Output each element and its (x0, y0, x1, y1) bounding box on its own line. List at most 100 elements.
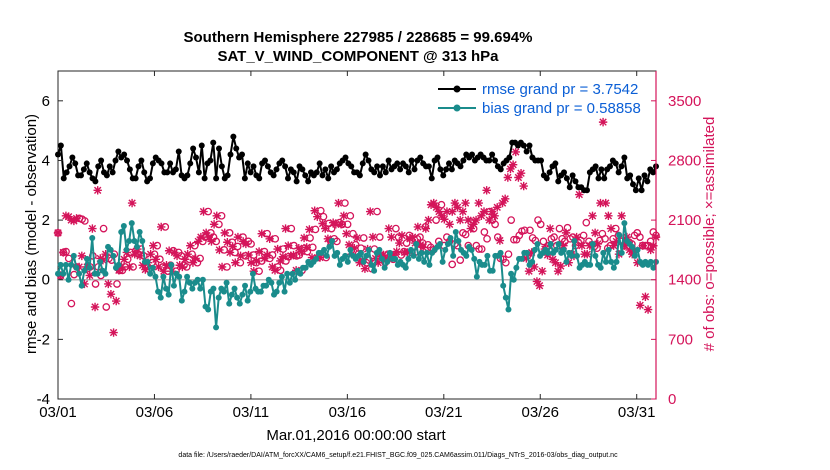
legend-bias-label: bias grand pr = 0.58858 (482, 100, 641, 117)
rmse-point (443, 166, 450, 173)
bias-point (139, 237, 146, 244)
bias-point (65, 276, 72, 283)
assimilated-obs-point (627, 249, 637, 259)
bias-point (518, 255, 525, 262)
bias-point (115, 261, 122, 268)
bias-point (634, 246, 641, 253)
bias-point (571, 237, 578, 244)
rmse-point (164, 169, 171, 176)
bias-point (531, 246, 538, 253)
rmse-point (193, 154, 199, 161)
rmse-point (83, 160, 90, 167)
assimilated-obs-point (598, 117, 608, 127)
assimilated-obs-point (575, 190, 584, 199)
assimilated-obs-point (156, 222, 166, 232)
assimilated-obs-point (262, 250, 272, 260)
assimilated-obs-point (112, 296, 121, 306)
assimilated-obs-point (80, 279, 89, 289)
bias-point (155, 288, 162, 295)
rmse-point (446, 160, 452, 167)
rmse-point (132, 175, 139, 182)
bias-point (257, 288, 264, 295)
assimilated-obs-point (387, 232, 396, 242)
assimilated-obs-point (514, 173, 523, 182)
rmse-point (224, 172, 231, 179)
possible-obs-point (579, 231, 588, 240)
bias-point (302, 264, 309, 271)
assimilated-obs-point (223, 238, 232, 247)
rmse-point (497, 166, 504, 173)
assimilated-obs-point (61, 211, 71, 221)
possible-obs-point (91, 280, 100, 288)
plot-area (53, 70, 661, 400)
bias-point (613, 258, 620, 265)
bias-point (484, 252, 491, 259)
assimilated-obs-point (403, 248, 412, 257)
assimilated-obs-point (434, 207, 444, 216)
assimilated-obs-point (590, 228, 600, 238)
bias-point (500, 282, 507, 289)
assimilated-obs-point (418, 243, 428, 252)
assimilated-obs-point (477, 211, 486, 221)
assimilated-obs-point (643, 305, 653, 314)
bias-point (447, 234, 454, 241)
rmse-point (115, 148, 122, 155)
bias-point (439, 258, 446, 265)
rmse-point (141, 169, 148, 176)
rmse-point (95, 163, 102, 170)
bias-point (392, 255, 399, 262)
assimilated-obs-point (498, 198, 507, 208)
assimilated-obs-point (106, 290, 116, 299)
assimilated-obs-point (384, 224, 393, 233)
assimilated-obs-point (172, 251, 182, 261)
assimilated-obs-point (188, 258, 198, 267)
bias-series (55, 220, 659, 331)
assimilated-obs-point (212, 211, 221, 221)
bias-point (336, 261, 343, 268)
assimilated-obs-point (614, 249, 624, 259)
bias-point (381, 264, 388, 271)
bias-point (471, 255, 478, 262)
y-left-tick-label: -4 (37, 391, 50, 408)
bias-point (128, 220, 135, 227)
bias-point (463, 252, 470, 259)
assimilated-obs-point (638, 241, 647, 250)
rmse-point (138, 157, 145, 164)
rmse-point (233, 145, 240, 152)
assimilated-obs-point (278, 252, 288, 261)
rmse-point (273, 166, 280, 173)
assimilated-obs-point (445, 220, 454, 229)
possible-obs-point (491, 220, 499, 229)
assimilated-obs-point (344, 240, 354, 249)
bias-point (160, 273, 167, 280)
bias-point (86, 264, 93, 271)
rmse-point (417, 154, 424, 161)
rmse-point (469, 151, 475, 158)
bias-point (468, 246, 475, 253)
assimilated-obs-point (466, 224, 475, 233)
rmse-point (124, 157, 130, 164)
bias-point (555, 240, 562, 247)
rmse-point (256, 175, 263, 182)
bias-point (450, 252, 457, 259)
rmse-point (641, 172, 648, 179)
assimilated-obs-point (231, 258, 240, 267)
rmse-point (218, 163, 225, 170)
bias-point (94, 270, 101, 277)
assimilated-obs-point (284, 241, 293, 250)
rmse-point (546, 169, 553, 176)
bias-point (592, 252, 599, 259)
rmse-point (328, 163, 335, 170)
assimilated-obs-point (453, 203, 462, 212)
rmse-point (270, 172, 277, 179)
rmse-point (563, 175, 570, 182)
bias-point (239, 291, 246, 298)
x-axis-label: Mar.01,2016 00:00:00 start (266, 427, 446, 444)
assimilated-obs-point (350, 244, 359, 253)
assimilated-obs-point (583, 249, 592, 259)
possible-obs-point (510, 235, 518, 244)
assimilated-obs-point (151, 255, 161, 264)
bias-point (481, 261, 488, 268)
assimilated-obs-point (395, 238, 404, 248)
assimilated-obs-point (421, 224, 430, 233)
